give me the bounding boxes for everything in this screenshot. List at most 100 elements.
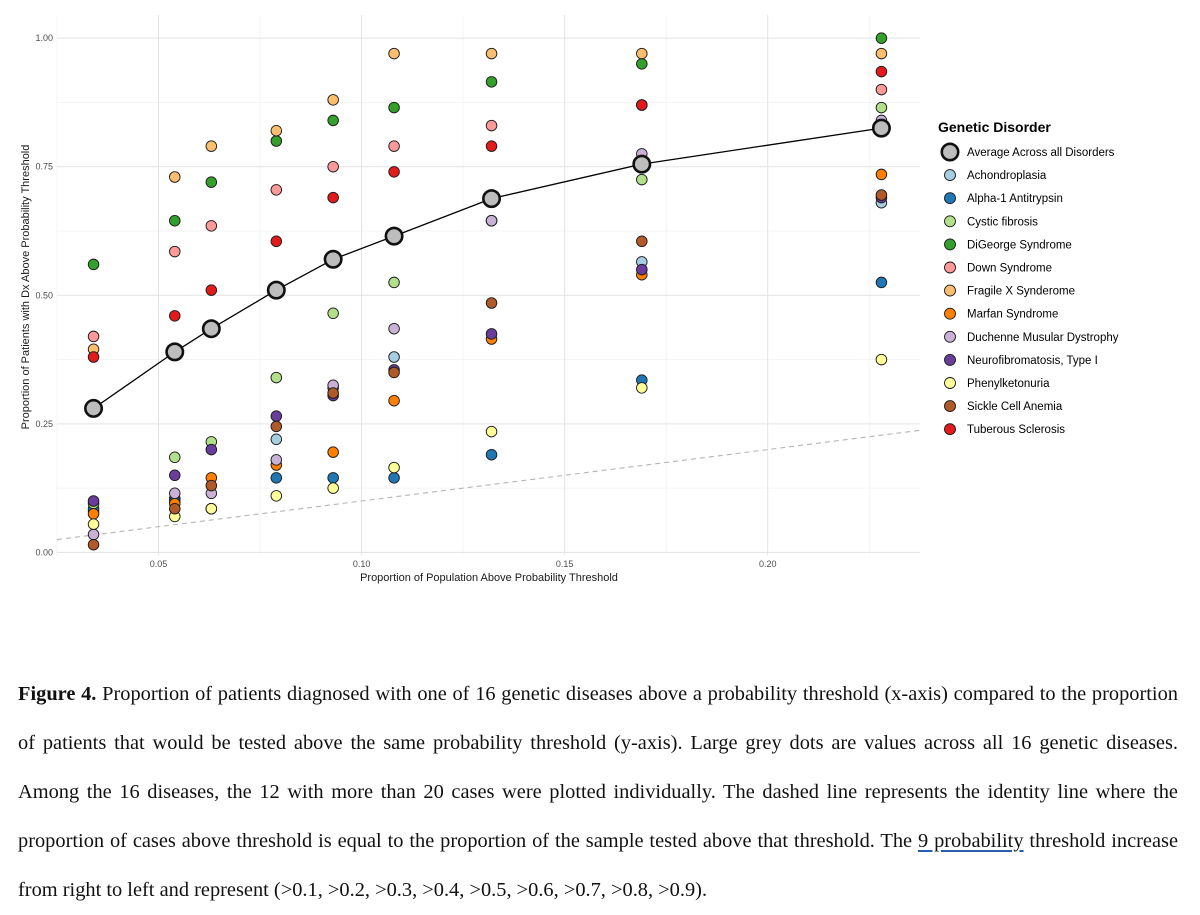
point-phenylketonuria <box>205 502 218 515</box>
legend-item-label: Sickle Cell Anemia <box>967 401 1063 413</box>
point-phenylketonuria <box>875 353 888 366</box>
legend: Genetic Disorder Average Across all Diso… <box>938 119 1119 436</box>
point-average <box>384 226 404 246</box>
point-cystic-fibrosis <box>169 451 181 464</box>
legend-item-label: Phenylketonuria <box>967 378 1050 390</box>
legend-item-label: Down Syndrome <box>967 263 1052 275</box>
point-digeorge-syndrome <box>87 258 100 271</box>
point-neurofibromatosis-type-i <box>485 328 498 340</box>
point-average <box>165 342 185 362</box>
point-duchenne-musular-dystrophy <box>388 322 400 335</box>
point-tuberous-sclerosis <box>485 140 498 152</box>
legend-item-label: Cystic fibrosis <box>967 216 1038 228</box>
point-fragile-x-synderome <box>169 171 181 183</box>
point-digeorge-syndrome <box>270 135 283 147</box>
point-phenylketonuria <box>636 382 648 394</box>
point-sickle-cell-anemia <box>875 189 888 201</box>
point-sickle-cell-anemia <box>87 538 100 551</box>
legend-item-label: Average Across all Disorders <box>967 147 1115 159</box>
point-neurofibromatosis-type-i <box>87 495 100 507</box>
point-phenylketonuria <box>327 482 339 494</box>
point-average <box>84 398 104 418</box>
point-down-syndrome <box>327 160 339 173</box>
point-phenylketonuria <box>270 490 283 502</box>
legend-swatch <box>944 238 956 251</box>
y-tick-label: 1.00 <box>35 33 53 43</box>
data-points <box>87 32 888 551</box>
point-tuberous-sclerosis <box>169 310 181 322</box>
point-fragile-x-synderome <box>485 47 498 60</box>
point-achondroplasia <box>270 433 283 446</box>
point-down-syndrome <box>205 220 218 232</box>
x-tick-label: 0.10 <box>353 559 371 569</box>
point-cystic-fibrosis <box>636 173 648 186</box>
point-digeorge-syndrome <box>388 101 400 114</box>
point-achondroplasia <box>388 351 400 363</box>
point-fragile-x-synderome <box>327 94 339 106</box>
y-tick-label: 0.75 <box>35 162 53 172</box>
caption-figure-label: Figure 4. <box>18 683 97 705</box>
point-sickle-cell-anemia <box>636 235 648 248</box>
axis-ticks: 0.05 0.10 0.15 0.20 0.00 0.25 0.50 0.75 1.00 <box>35 33 776 569</box>
point-duchenne-musular-dystrophy <box>87 528 100 541</box>
legend-swatch <box>944 284 956 297</box>
point-sickle-cell-anemia <box>388 366 400 379</box>
point-average <box>632 154 652 174</box>
point-tuberous-sclerosis <box>205 284 218 296</box>
legend-item-label: Achondroplasia <box>967 170 1047 182</box>
grid-lines <box>56 15 920 555</box>
point-down-syndrome <box>875 83 888 96</box>
average-points <box>84 118 891 418</box>
point-tuberous-sclerosis <box>875 65 888 78</box>
point-cystic-fibrosis <box>327 307 339 320</box>
point-digeorge-syndrome <box>327 114 339 127</box>
legend-title: Genetic Disorder <box>938 119 1051 135</box>
point-marfan-syndrome <box>327 446 339 458</box>
point-digeorge-syndrome <box>875 32 888 44</box>
caption-text-part2: threshold increase from right to left an… <box>18 830 1178 901</box>
caption-text-part1: Proportion of patients diagnosed with on… <box>18 683 1178 852</box>
legend-item-label: Tuberous Sclerosis <box>967 424 1065 436</box>
point-fragile-x-synderome <box>270 124 283 137</box>
legend-swatch <box>944 423 956 436</box>
figure-caption: Figure 4. Proportion of patients diagnos… <box>18 670 1178 915</box>
point-average <box>482 189 502 209</box>
legend-item-label: Fragile X Synderome <box>967 286 1075 298</box>
x-tick-label: 0.15 <box>556 559 574 569</box>
point-marfan-syndrome <box>875 168 888 181</box>
legend-item-label: Alpha-1 Antitrypsin <box>967 193 1063 205</box>
point-alpha-1-antitrypsin <box>388 472 400 484</box>
point-fragile-x-synderome <box>636 47 648 60</box>
point-digeorge-syndrome <box>485 76 498 88</box>
point-tuberous-sclerosis <box>388 166 400 178</box>
point-cystic-fibrosis <box>270 371 283 384</box>
legend-swatch <box>944 400 956 413</box>
point-digeorge-syndrome <box>205 176 218 188</box>
average-line-group <box>93 127 882 409</box>
point-neurofibromatosis-type-i <box>636 263 648 276</box>
legend-swatch <box>940 142 960 162</box>
y-axis-label: Proportion of Patients with Dx Above Pro… <box>20 145 32 430</box>
identity-line <box>56 429 921 541</box>
legend-item-label: Duchenne Musular Dystrophy <box>967 332 1119 344</box>
point-average <box>266 280 286 300</box>
point-tuberous-sclerosis <box>87 351 100 363</box>
x-axis-label: Proportion of Population Above Probabili… <box>360 572 618 584</box>
legend-swatch <box>944 169 956 182</box>
legend-swatch <box>944 377 956 389</box>
legend-swatch <box>944 215 956 228</box>
point-marfan-syndrome <box>388 394 400 407</box>
point-phenylketonuria <box>87 518 100 530</box>
point-fragile-x-synderome <box>205 140 218 152</box>
average-line <box>93 127 882 409</box>
point-sickle-cell-anemia <box>485 297 498 309</box>
point-duchenne-musular-dystrophy <box>270 454 283 466</box>
point-down-syndrome <box>169 245 181 258</box>
x-tick-label: 0.05 <box>150 559 168 569</box>
caption-link[interactable]: 9 probability <box>917 830 1024 852</box>
point-tuberous-sclerosis <box>270 235 283 248</box>
x-tick-label: 0.20 <box>759 559 777 569</box>
point-phenylketonuria <box>485 425 498 438</box>
point-sickle-cell-anemia <box>169 502 181 515</box>
point-digeorge-syndrome <box>636 58 648 70</box>
